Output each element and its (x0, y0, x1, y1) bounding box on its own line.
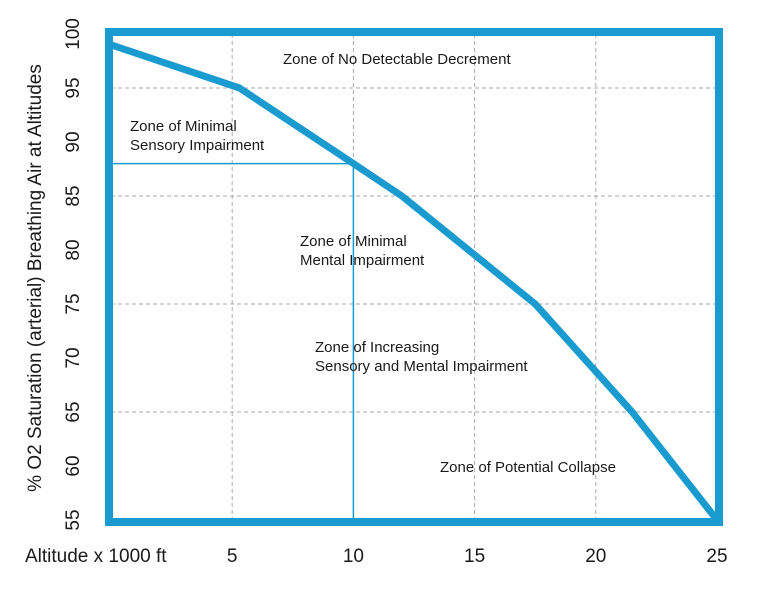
y-tick-label: 60 (63, 455, 84, 476)
x-tick-label: 10 (343, 546, 364, 567)
plot-frame (105, 28, 723, 526)
y-tick-label: 95 (63, 77, 84, 98)
y-axis-label: % O2 Saturation (arterial) Breathing Air… (25, 64, 46, 492)
y-tick-label: 70 (63, 347, 84, 368)
y-tick-label: 65 (63, 401, 84, 422)
annotation: Zone of Minimal (300, 233, 407, 250)
y-tick-label: 80 (63, 239, 84, 260)
y-tick-label: 85 (63, 185, 84, 206)
annotation: Zone of Increasing (315, 339, 439, 356)
x-tick-label: 5 (227, 546, 238, 567)
x-axis-label: Altitude x 1000 ft (25, 546, 167, 567)
annotation: Zone of Minimal (130, 118, 237, 135)
x-tick-label: 15 (464, 546, 485, 567)
y-tick-label: 75 (63, 293, 84, 314)
annotation: Zone of No Detectable Decrement (283, 51, 511, 68)
annotation: Sensory Impairment (130, 137, 265, 154)
y-tick-label: 90 (63, 131, 84, 152)
y-tick-label: 100 (63, 18, 84, 50)
x-tick-label: 20 (585, 546, 606, 567)
data-line (109, 41, 720, 523)
annotation: Sensory and Mental Impairment (315, 358, 528, 375)
annotation: Zone of Potential Collapse (440, 459, 616, 476)
x-tick-label: 25 (706, 546, 727, 567)
y-tick-label: 55 (63, 509, 84, 530)
annotation: Mental Impairment (300, 252, 425, 269)
